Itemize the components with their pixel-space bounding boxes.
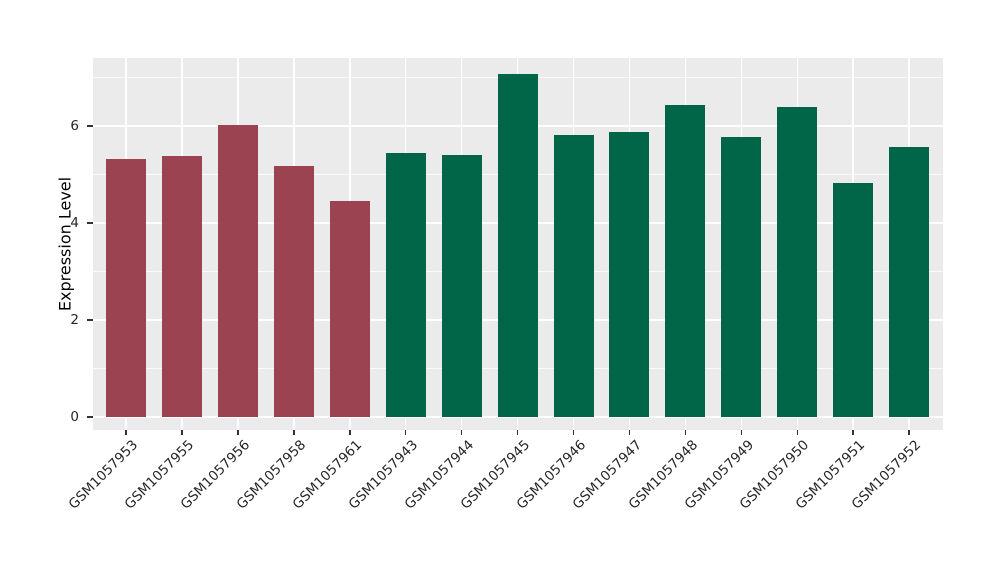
y-tick-label: 0 <box>70 409 79 425</box>
bar-GSM1057953 <box>106 159 146 417</box>
y-tick-label: 6 <box>70 117 79 134</box>
bar-GSM1057949 <box>721 136 762 417</box>
y-tick-mark <box>87 319 93 321</box>
x-tick-mark <box>908 430 910 435</box>
bar-GSM1057950 <box>777 107 818 417</box>
x-tick-mark <box>237 430 239 435</box>
bar-GSM1057961 <box>329 201 370 417</box>
x-tick-mark <box>572 430 575 435</box>
bar-GSM1057956 <box>217 125 258 417</box>
y-tick-mark <box>87 222 93 224</box>
x-tick-mark <box>852 430 854 435</box>
y-axis-title: Expression Level <box>55 176 75 312</box>
bar-GSM1057955 <box>161 156 202 417</box>
x-tick-mark <box>628 430 631 435</box>
x-tick-mark <box>181 430 183 435</box>
major-gridline <box>93 416 943 418</box>
bar-GSM1057952 <box>889 146 930 417</box>
bar-GSM1057943 <box>385 152 426 417</box>
y-tick-mark <box>87 125 93 127</box>
y-tick-label: 2 <box>70 311 79 328</box>
bar-GSM1057947 <box>609 131 650 417</box>
plot-panel <box>93 58 943 430</box>
y-tick-label: 4 <box>70 214 79 231</box>
x-tick-mark <box>125 430 127 435</box>
bar-GSM1057944 <box>441 155 482 417</box>
x-tick-mark <box>684 430 687 435</box>
x-tick-mark <box>740 430 743 435</box>
bar-GSM1057951 <box>833 182 874 417</box>
x-tick-mark <box>796 430 799 435</box>
bar-GSM1057948 <box>665 104 706 417</box>
bar-GSM1057946 <box>553 134 594 417</box>
x-tick-mark <box>460 430 463 435</box>
y-tick-mark <box>87 416 93 418</box>
x-tick-mark <box>293 430 295 435</box>
bar-GSM1057958 <box>273 165 314 417</box>
x-tick-mark <box>404 430 407 435</box>
bar-GSM1057945 <box>497 73 538 417</box>
x-tick-mark <box>516 430 519 435</box>
x-tick-mark <box>349 430 351 435</box>
